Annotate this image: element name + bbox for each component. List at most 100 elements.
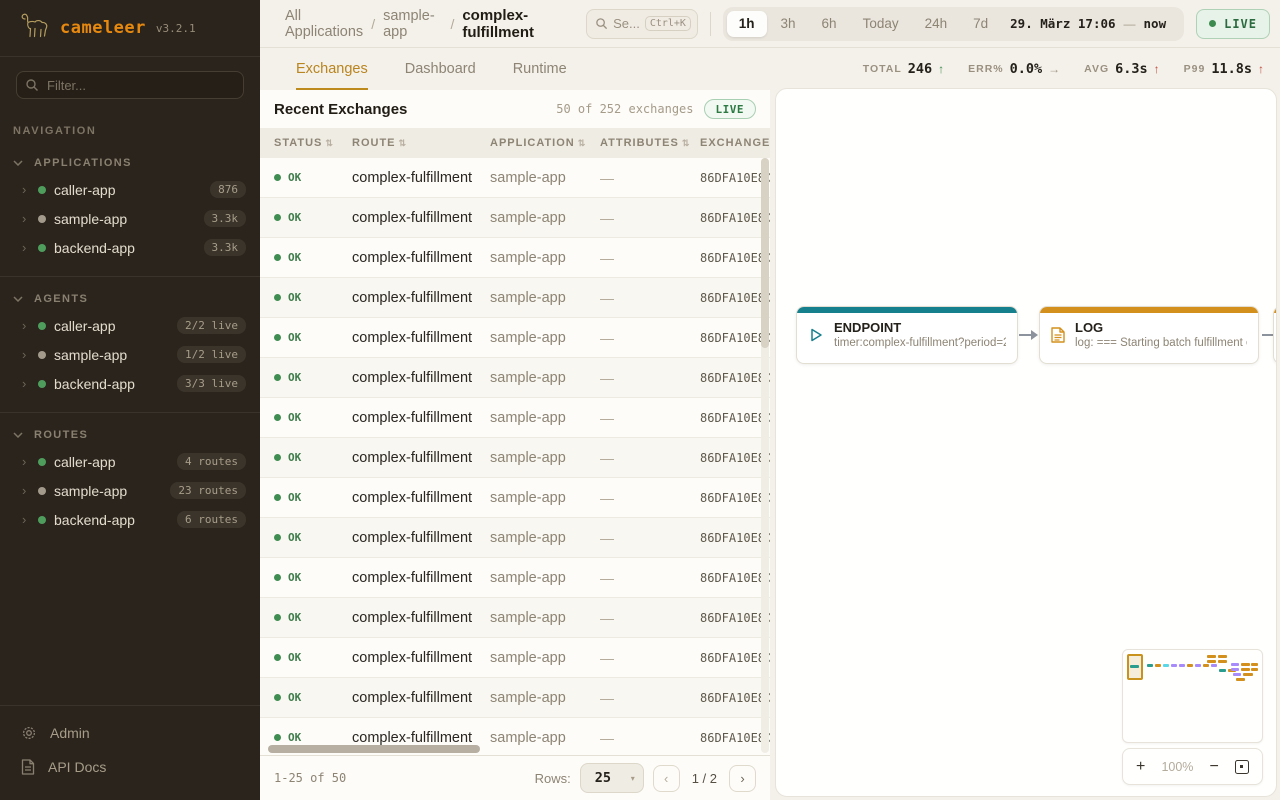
table-row[interactable]: OK complex-fulfillment sample-app — 86DF…: [260, 358, 770, 398]
stat-item: TOTAL 246 ↑: [863, 61, 944, 77]
node-accent-bar: [1274, 307, 1276, 313]
table-row[interactable]: OK complex-fulfillment sample-app — 86DF…: [260, 558, 770, 598]
table-row[interactable]: OK complex-fulfillment sample-app — 86DF…: [260, 478, 770, 518]
breadcrumb-sample-app[interactable]: sample-app: [383, 7, 435, 40]
time-range-button[interactable]: 1h: [726, 10, 767, 37]
global-search[interactable]: Se... Ctrl+K: [586, 8, 698, 39]
scrollbar-thumb[interactable]: [761, 158, 769, 348]
section-header-applications[interactable]: APPLICATIONS: [0, 151, 260, 175]
zoom-in-button[interactable]: +: [1136, 757, 1146, 775]
view-tab[interactable]: Dashboard: [404, 61, 476, 77]
column-header[interactable]: EXCHANGE⇅: [700, 137, 770, 149]
minimap-node-marker: [1195, 664, 1201, 667]
attributes-cell: —: [600, 489, 614, 506]
column-header[interactable]: STATUS ⇅: [274, 137, 334, 149]
view-tab[interactable]: Exchanges: [296, 48, 368, 90]
next-page-button[interactable]: ›: [729, 764, 756, 792]
section-header-agents[interactable]: AGENTS: [0, 287, 260, 311]
sidebar-item[interactable]: › caller-app 2/2 live: [0, 311, 260, 340]
panel-title: Recent Exchanges: [274, 100, 408, 118]
flow-node-log[interactable]: LOG log: === Starting batch fulfillment …: [1039, 306, 1259, 364]
attributes-cell: —: [600, 649, 614, 666]
route-flow-canvas[interactable]: ENDPOINT timer:complex-fulfillment?perio…: [775, 88, 1277, 797]
route-cell: complex-fulfillment: [352, 249, 473, 266]
sidebar-item[interactable]: › backend-app 3/3 live: [0, 369, 260, 398]
sidebar-item-label: sample-app: [54, 482, 128, 499]
status-dot: [38, 486, 46, 495]
live-label: LIVE: [1224, 16, 1257, 31]
section-label: ROUTES: [34, 429, 89, 441]
application-cell: sample-app: [490, 449, 566, 466]
section-header-routes[interactable]: ROUTES: [0, 423, 260, 447]
sidebar-item[interactable]: › backend-app 3.3k: [0, 233, 260, 262]
count-badge: 1/2 live: [177, 346, 246, 363]
attributes-cell: —: [600, 729, 614, 746]
table-row[interactable]: OK complex-fulfillment sample-app — 86DF…: [260, 398, 770, 438]
time-range-button[interactable]: Today: [862, 16, 899, 31]
stat-label: P99: [1183, 63, 1206, 75]
vertical-scrollbar[interactable]: [761, 158, 769, 753]
sidebar-item[interactable]: › sample-app 23 routes: [0, 476, 260, 505]
node-detail: timer:complex-fulfillment?period=2: [834, 337, 1006, 349]
date-end: now: [1143, 16, 1167, 31]
sidebar-item[interactable]: › sample-app 3.3k: [0, 204, 260, 233]
time-range-button[interactable]: 24h: [924, 16, 948, 31]
minimap[interactable]: [1122, 649, 1263, 743]
application-cell: sample-app: [490, 489, 566, 506]
table-row[interactable]: OK complex-fulfillment sample-app — 86DF…: [260, 198, 770, 238]
table-row[interactable]: OK complex-fulfillment sample-app — 86DF…: [260, 318, 770, 358]
status-cell: OK: [274, 651, 352, 664]
fit-view-button[interactable]: [1235, 759, 1249, 774]
sidebar-item-label: caller-app: [54, 317, 116, 334]
column-header[interactable]: ATTRIBUTES ⇅: [600, 137, 691, 149]
admin-label: Admin: [50, 725, 90, 741]
minimap-node-marker: [1219, 669, 1226, 672]
minimap-node-marker: [1203, 664, 1209, 667]
rows-per-page-select[interactable]: 25 ▾: [579, 763, 644, 793]
count-badge: 23 routes: [170, 482, 246, 499]
sidebar-item[interactable]: › backend-app 6 routes: [0, 505, 260, 534]
table-row[interactable]: OK complex-fulfillment sample-app — 86DF…: [260, 278, 770, 318]
sidebar-item[interactable]: › sample-app 1/2 live: [0, 340, 260, 369]
table-row[interactable]: OK complex-fulfillment sample-app — 86DF…: [260, 718, 770, 755]
minimap-node-marker: [1207, 660, 1216, 663]
time-range-button[interactable]: 3h: [780, 16, 796, 31]
table-row[interactable]: OK complex-fulfillment sample-app — 86DF…: [260, 438, 770, 478]
prev-page-button[interactable]: ‹: [652, 764, 680, 792]
sidebar-item[interactable]: › caller-app 876: [0, 175, 260, 204]
breadcrumb-current: complex-fulfillment: [462, 6, 534, 41]
live-toggle-button[interactable]: LIVE: [1196, 8, 1270, 39]
sidebar-filter: [16, 71, 244, 99]
section-label: AGENTS: [34, 293, 89, 305]
sort-icon: ⇅: [325, 138, 334, 148]
table-row[interactable]: OK complex-fulfillment sample-app — 86DF…: [260, 238, 770, 278]
minimap-node-marker: [1179, 664, 1185, 667]
view-tab[interactable]: Runtime: [512, 61, 567, 77]
minimap-node-marker: [1218, 655, 1227, 658]
filter-input[interactable]: [16, 71, 244, 99]
zoom-controls: + 100% −: [1122, 748, 1263, 785]
table-row[interactable]: OK complex-fulfillment sample-app — 86DF…: [260, 518, 770, 558]
admin-link[interactable]: Admin: [0, 716, 260, 750]
flow-node-endpoint[interactable]: ENDPOINT timer:complex-fulfillment?perio…: [796, 306, 1018, 364]
time-range-button[interactable]: 6h: [821, 16, 837, 31]
table-row[interactable]: OK complex-fulfillment sample-app — 86DF…: [260, 678, 770, 718]
sidebar-item[interactable]: › caller-app 4 routes: [0, 447, 260, 476]
horizontal-scrollbar[interactable]: [268, 745, 480, 753]
api-docs-link[interactable]: API Docs: [0, 750, 260, 784]
exchange-id-cell: 86DFA10E8D: [700, 170, 770, 185]
time-range-button[interactable]: 7d: [973, 16, 989, 31]
table-row[interactable]: OK complex-fulfillment sample-app — 86DF…: [260, 638, 770, 678]
divider: [709, 11, 711, 36]
app-logo[interactable]: cameleer v3.2.1: [0, 0, 260, 57]
breadcrumb-all-applications[interactable]: All Applications: [285, 7, 364, 40]
minimap-node-marker: [1243, 673, 1253, 676]
table-row[interactable]: OK complex-fulfillment sample-app — 86DF…: [260, 598, 770, 638]
column-header[interactable]: ROUTE ⇅: [352, 137, 408, 149]
zoom-out-button[interactable]: −: [1209, 757, 1219, 775]
table-row[interactable]: OK complex-fulfillment sample-app — 86DF…: [260, 158, 770, 198]
flow-node-partial[interactable]: [1273, 306, 1276, 364]
column-header[interactable]: APPLICATION ⇅: [490, 137, 587, 149]
date-range-display[interactable]: 29. März 17:06 — now: [1000, 16, 1180, 31]
exchange-id-cell: 86DFA10E8D: [700, 290, 770, 305]
